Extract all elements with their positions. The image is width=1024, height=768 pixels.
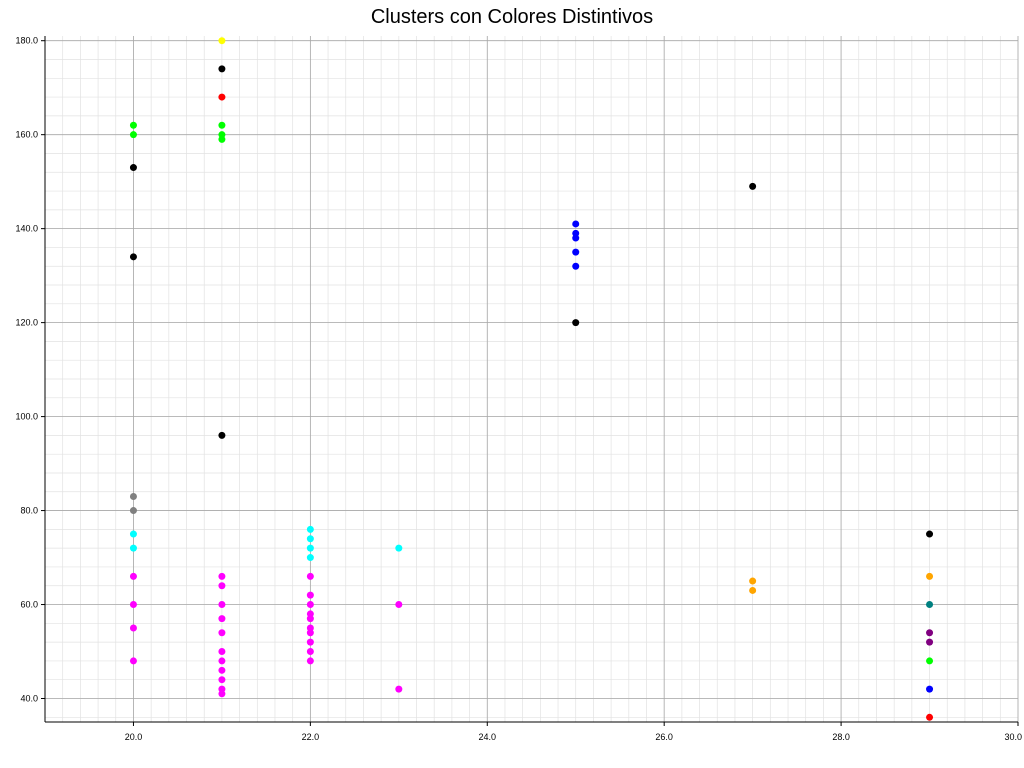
data-point: [129, 121, 137, 129]
y-tick-label: 80.0: [20, 506, 38, 516]
data-point: [306, 544, 314, 552]
data-point: [306, 615, 314, 623]
y-tick-label: 100.0: [15, 412, 38, 422]
data-points: [129, 37, 934, 721]
data-point: [572, 248, 580, 256]
data-point: [218, 666, 226, 674]
x-tick-label: 20.0: [125, 732, 143, 742]
y-tick-label: 140.0: [15, 224, 38, 234]
data-point: [306, 629, 314, 637]
data-point: [926, 530, 934, 538]
y-tick-label: 40.0: [20, 694, 38, 704]
data-point: [218, 572, 226, 580]
data-point: [218, 582, 226, 590]
data-point: [218, 37, 226, 45]
data-point: [306, 657, 314, 665]
data-point: [129, 164, 137, 172]
data-point: [749, 182, 757, 190]
data-point: [306, 591, 314, 599]
data-point: [306, 525, 314, 533]
data-point: [306, 535, 314, 543]
data-point: [129, 572, 137, 580]
data-point: [926, 638, 934, 646]
x-tick-label: 24.0: [479, 732, 497, 742]
data-point: [749, 586, 757, 594]
data-point: [926, 629, 934, 637]
data-point: [218, 648, 226, 656]
data-point: [926, 657, 934, 665]
data-point: [129, 544, 137, 552]
data-point: [129, 492, 137, 500]
data-point: [218, 615, 226, 623]
data-point: [306, 648, 314, 656]
data-point: [129, 253, 137, 261]
data-point: [218, 629, 226, 637]
chart-title: Clusters con Colores Distintivos: [370, 6, 654, 28]
data-point: [306, 572, 314, 580]
data-point: [218, 93, 226, 101]
data-point: [926, 685, 934, 693]
x-tick-label: 30.0: [1004, 732, 1022, 742]
x-tick-label: 28.0: [832, 732, 850, 742]
y-tick-label: 60.0: [20, 600, 38, 610]
data-point: [129, 530, 137, 538]
data-point: [129, 601, 137, 609]
data-point: [129, 657, 137, 665]
ticks: 20.0 22.0 24.0 26.0 28.0 30.0 40.0 60.0 80.0 100.…: [15, 36, 1022, 742]
x-tick-label: 26.0: [655, 732, 673, 742]
data-point: [218, 65, 226, 73]
data-point: [926, 713, 934, 721]
y-tick-label: 180.0: [15, 36, 38, 46]
data-point: [218, 601, 226, 609]
data-point: [218, 676, 226, 684]
data-point: [926, 601, 934, 609]
data-point: [306, 601, 314, 609]
data-point: [572, 220, 580, 228]
data-point: [306, 638, 314, 646]
data-point: [218, 121, 226, 129]
data-point: [129, 131, 137, 139]
data-point: [218, 431, 226, 439]
x-tick-label: 22.0: [302, 732, 320, 742]
data-point: [749, 577, 757, 585]
data-point: [926, 572, 934, 580]
data-point: [218, 690, 226, 698]
data-point: [395, 601, 403, 609]
data-point: [395, 685, 403, 693]
axes: [44, 36, 1018, 723]
data-point: [395, 544, 403, 552]
data-point: [572, 319, 580, 327]
y-tick-label: 120.0: [15, 318, 38, 328]
y-tick-label: 160.0: [15, 130, 38, 140]
data-point: [129, 624, 137, 632]
data-point: [572, 234, 580, 242]
data-point: [306, 554, 314, 562]
data-point: [218, 657, 226, 665]
data-point: [218, 135, 226, 143]
data-point: [572, 262, 580, 270]
data-point: [129, 507, 137, 515]
grid-minor: [44, 36, 1019, 722]
